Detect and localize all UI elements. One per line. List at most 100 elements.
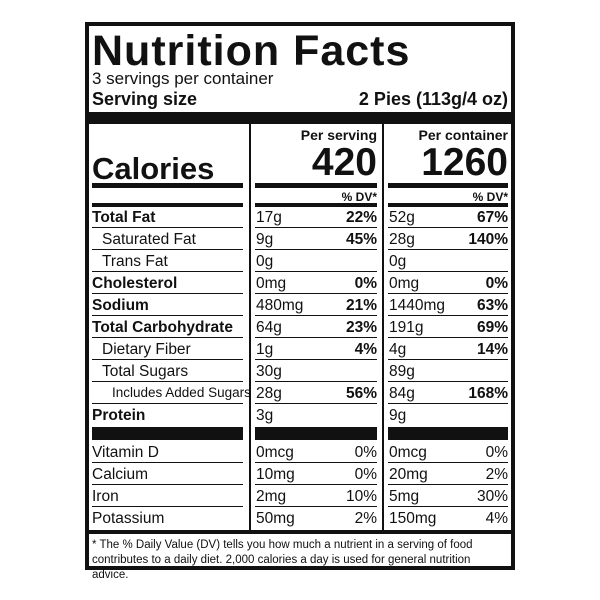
nutrient-name: Sodium xyxy=(92,297,149,314)
row-rule xyxy=(255,462,377,463)
row-rule xyxy=(92,403,243,404)
row-rule xyxy=(92,249,243,250)
calories-label: Calories xyxy=(92,151,215,186)
row-rule xyxy=(255,249,377,250)
daily-value: 0% xyxy=(485,444,508,461)
amount: 28g xyxy=(256,385,282,402)
title: Nutrition Facts xyxy=(92,27,411,75)
amount: 28g xyxy=(389,231,415,248)
row-rule xyxy=(388,293,508,294)
nutrient-name: Total Sugars xyxy=(102,363,189,380)
amount: 1g xyxy=(256,341,274,358)
amount: 30g xyxy=(256,363,282,380)
column-divider xyxy=(382,124,384,532)
serving-size-value: 2 Pies (113g/4 oz) xyxy=(358,89,508,109)
daily-value: 0% xyxy=(354,444,377,461)
medium-rule xyxy=(92,203,243,207)
amount: 0mg xyxy=(389,275,420,292)
medium-rule xyxy=(255,203,377,207)
amount: 0g xyxy=(256,253,274,270)
daily-value: 67% xyxy=(476,209,508,226)
row-rule xyxy=(255,359,377,360)
nutrient-name: Trans Fat xyxy=(102,253,168,270)
daily-value: 168% xyxy=(468,385,508,402)
row-rule xyxy=(388,381,508,382)
daily-value: 63% xyxy=(476,297,508,314)
row-rule xyxy=(388,506,508,507)
row-rule xyxy=(92,315,243,316)
thick-rule xyxy=(92,427,243,440)
calories-value: 420 xyxy=(311,141,377,184)
amount: 9g xyxy=(389,407,407,424)
amount: 3g xyxy=(256,407,274,424)
amount: 50mg xyxy=(256,510,295,527)
amount: 89g xyxy=(389,363,415,380)
medium-rule xyxy=(388,203,508,207)
dv-header: % DV* xyxy=(472,190,508,204)
nutrient-name: Saturated Fat xyxy=(102,231,196,248)
daily-value: 69% xyxy=(476,319,508,336)
daily-value: 140% xyxy=(468,231,508,248)
daily-value: 22% xyxy=(345,209,377,226)
column-divider xyxy=(249,124,251,532)
row-rule xyxy=(92,462,243,463)
row-rule xyxy=(92,484,243,485)
row-rule xyxy=(255,227,377,228)
dv-header: % DV* xyxy=(341,190,377,204)
row-rule xyxy=(92,227,243,228)
nutrient-name: Total Carbohydrate xyxy=(92,319,233,336)
amount: 4g xyxy=(389,341,407,358)
row-rule xyxy=(255,506,377,507)
medium-rule xyxy=(89,530,511,534)
daily-value: 0% xyxy=(354,275,377,292)
amount: 52g xyxy=(389,209,415,226)
thick-rule xyxy=(255,427,377,440)
daily-value: 10% xyxy=(345,488,377,505)
row-rule xyxy=(255,293,377,294)
nutrient-name: Potassium xyxy=(92,510,165,527)
daily-value: 56% xyxy=(345,385,377,402)
serving-size-label: Serving size xyxy=(92,89,198,109)
calories-value: 1260 xyxy=(421,141,508,184)
amount: 10mg xyxy=(256,466,295,483)
amount: 0g xyxy=(389,253,407,270)
amount: 84g xyxy=(389,385,415,402)
row-rule xyxy=(255,271,377,272)
row-rule xyxy=(388,462,508,463)
daily-value: 2% xyxy=(485,466,508,483)
thick-rule xyxy=(388,427,508,440)
medium-rule xyxy=(92,183,243,188)
row-rule xyxy=(92,293,243,294)
row-rule xyxy=(255,484,377,485)
row-rule xyxy=(92,337,243,338)
amount: 0mcg xyxy=(256,444,294,461)
row-rule xyxy=(388,249,508,250)
footnote: * The % Daily Value (DV) tells you how m… xyxy=(92,539,473,581)
row-rule xyxy=(388,403,508,404)
daily-value: 23% xyxy=(345,319,377,336)
nutrient-name: Total Fat xyxy=(92,209,156,226)
row-rule xyxy=(92,271,243,272)
daily-value: 14% xyxy=(476,341,508,358)
amount: 480mg xyxy=(256,297,304,314)
medium-rule xyxy=(255,183,377,188)
amount: 1440mg xyxy=(389,297,446,314)
nutrient-name: Vitamin D xyxy=(92,444,159,461)
nutrient-name: Protein xyxy=(92,407,146,424)
daily-value: 30% xyxy=(476,488,508,505)
nutrient-name: Dietary Fiber xyxy=(102,341,191,358)
daily-value: 0% xyxy=(485,275,508,292)
row-rule xyxy=(92,506,243,507)
row-rule xyxy=(388,315,508,316)
medium-rule xyxy=(388,183,508,188)
row-rule xyxy=(255,315,377,316)
daily-value: 45% xyxy=(345,231,377,248)
amount: 2mg xyxy=(256,488,287,505)
row-rule xyxy=(255,403,377,404)
thick-rule xyxy=(89,112,511,124)
amount: 20mg xyxy=(389,466,428,483)
row-rule xyxy=(255,337,377,338)
row-rule xyxy=(92,359,243,360)
daily-value: 21% xyxy=(345,297,377,314)
